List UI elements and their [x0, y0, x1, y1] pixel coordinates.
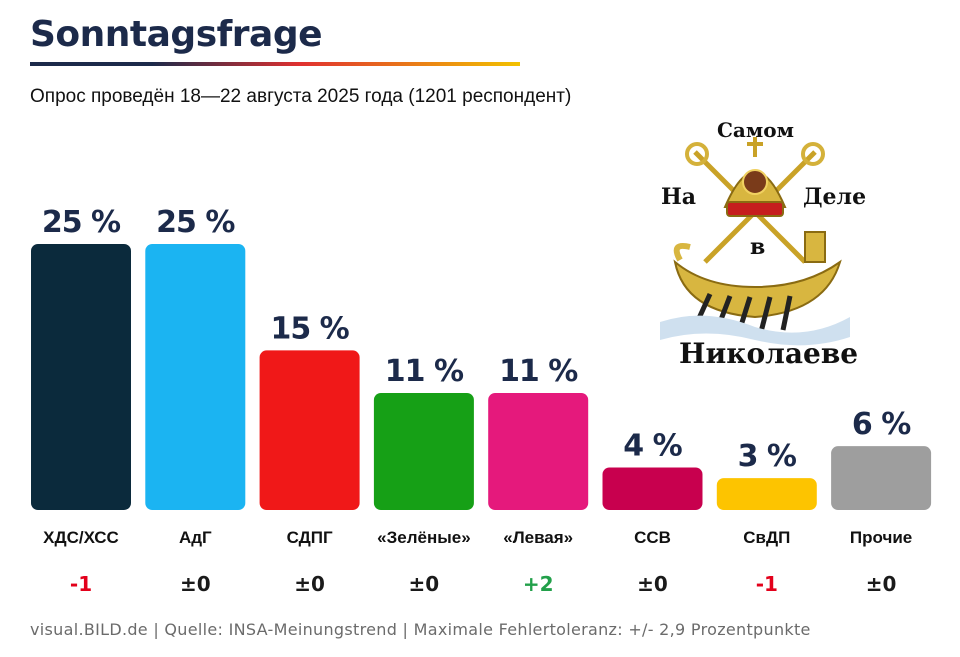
title-underline	[30, 62, 520, 66]
bar-5	[602, 467, 703, 510]
watermark-line1: Самом	[717, 118, 794, 142]
watermark-line4: Николаеве	[679, 337, 859, 370]
category-label-6: СвДП	[743, 528, 790, 547]
change-label-1: ±0	[180, 572, 211, 596]
change-label-4: +2	[523, 572, 554, 596]
bar-6	[716, 478, 817, 510]
change-label-3: ±0	[409, 572, 440, 596]
category-label-0: ХДС/ХСС	[43, 528, 119, 547]
bar-0	[31, 244, 131, 510]
change-label-0: -1	[70, 572, 92, 596]
bar-3	[373, 392, 474, 510]
watermark-line3: в	[750, 234, 766, 260]
bar-1	[145, 244, 246, 510]
bar-2	[259, 350, 360, 510]
watermark-line2-right: Деле	[803, 184, 867, 210]
chart-subtitle: Опрос проведён 18—22 августа 2025 года (…	[30, 86, 572, 107]
value-label-6: 3 %	[738, 439, 797, 474]
change-label-7: ±0	[866, 572, 897, 596]
value-label-2: 15 %	[270, 311, 349, 346]
value-label-0: 25 %	[42, 205, 121, 240]
watermark-line2-left: На	[661, 184, 697, 210]
category-label-5: ССВ	[634, 528, 671, 547]
value-label-3: 11 %	[385, 354, 464, 389]
watermark-seal: Самом На Деле в Николаеве	[655, 112, 866, 377]
change-label-5: ±0	[637, 572, 668, 596]
value-label-5: 4 %	[623, 428, 682, 463]
chart-title: Sonntagsfrage	[30, 14, 323, 55]
bar-7	[831, 446, 932, 510]
bar-4	[488, 392, 589, 510]
category-label-1: АдГ	[179, 528, 212, 547]
category-label-4: «Левая»	[503, 528, 573, 547]
category-label-2: СДПГ	[287, 528, 333, 547]
category-label-7: Прочие	[850, 528, 912, 547]
value-label-4: 11 %	[499, 354, 578, 389]
crown-ship-emblem-icon	[660, 137, 850, 346]
change-label-6: -1	[756, 572, 778, 596]
value-label-1: 25 %	[156, 205, 235, 240]
category-label-3: «Зелёные»	[377, 528, 471, 547]
change-label-2: ±0	[294, 572, 325, 596]
value-label-7: 6 %	[852, 407, 911, 442]
source-footer: visual.BILD.de | Quelle: INSA-Meinungstr…	[30, 620, 811, 639]
